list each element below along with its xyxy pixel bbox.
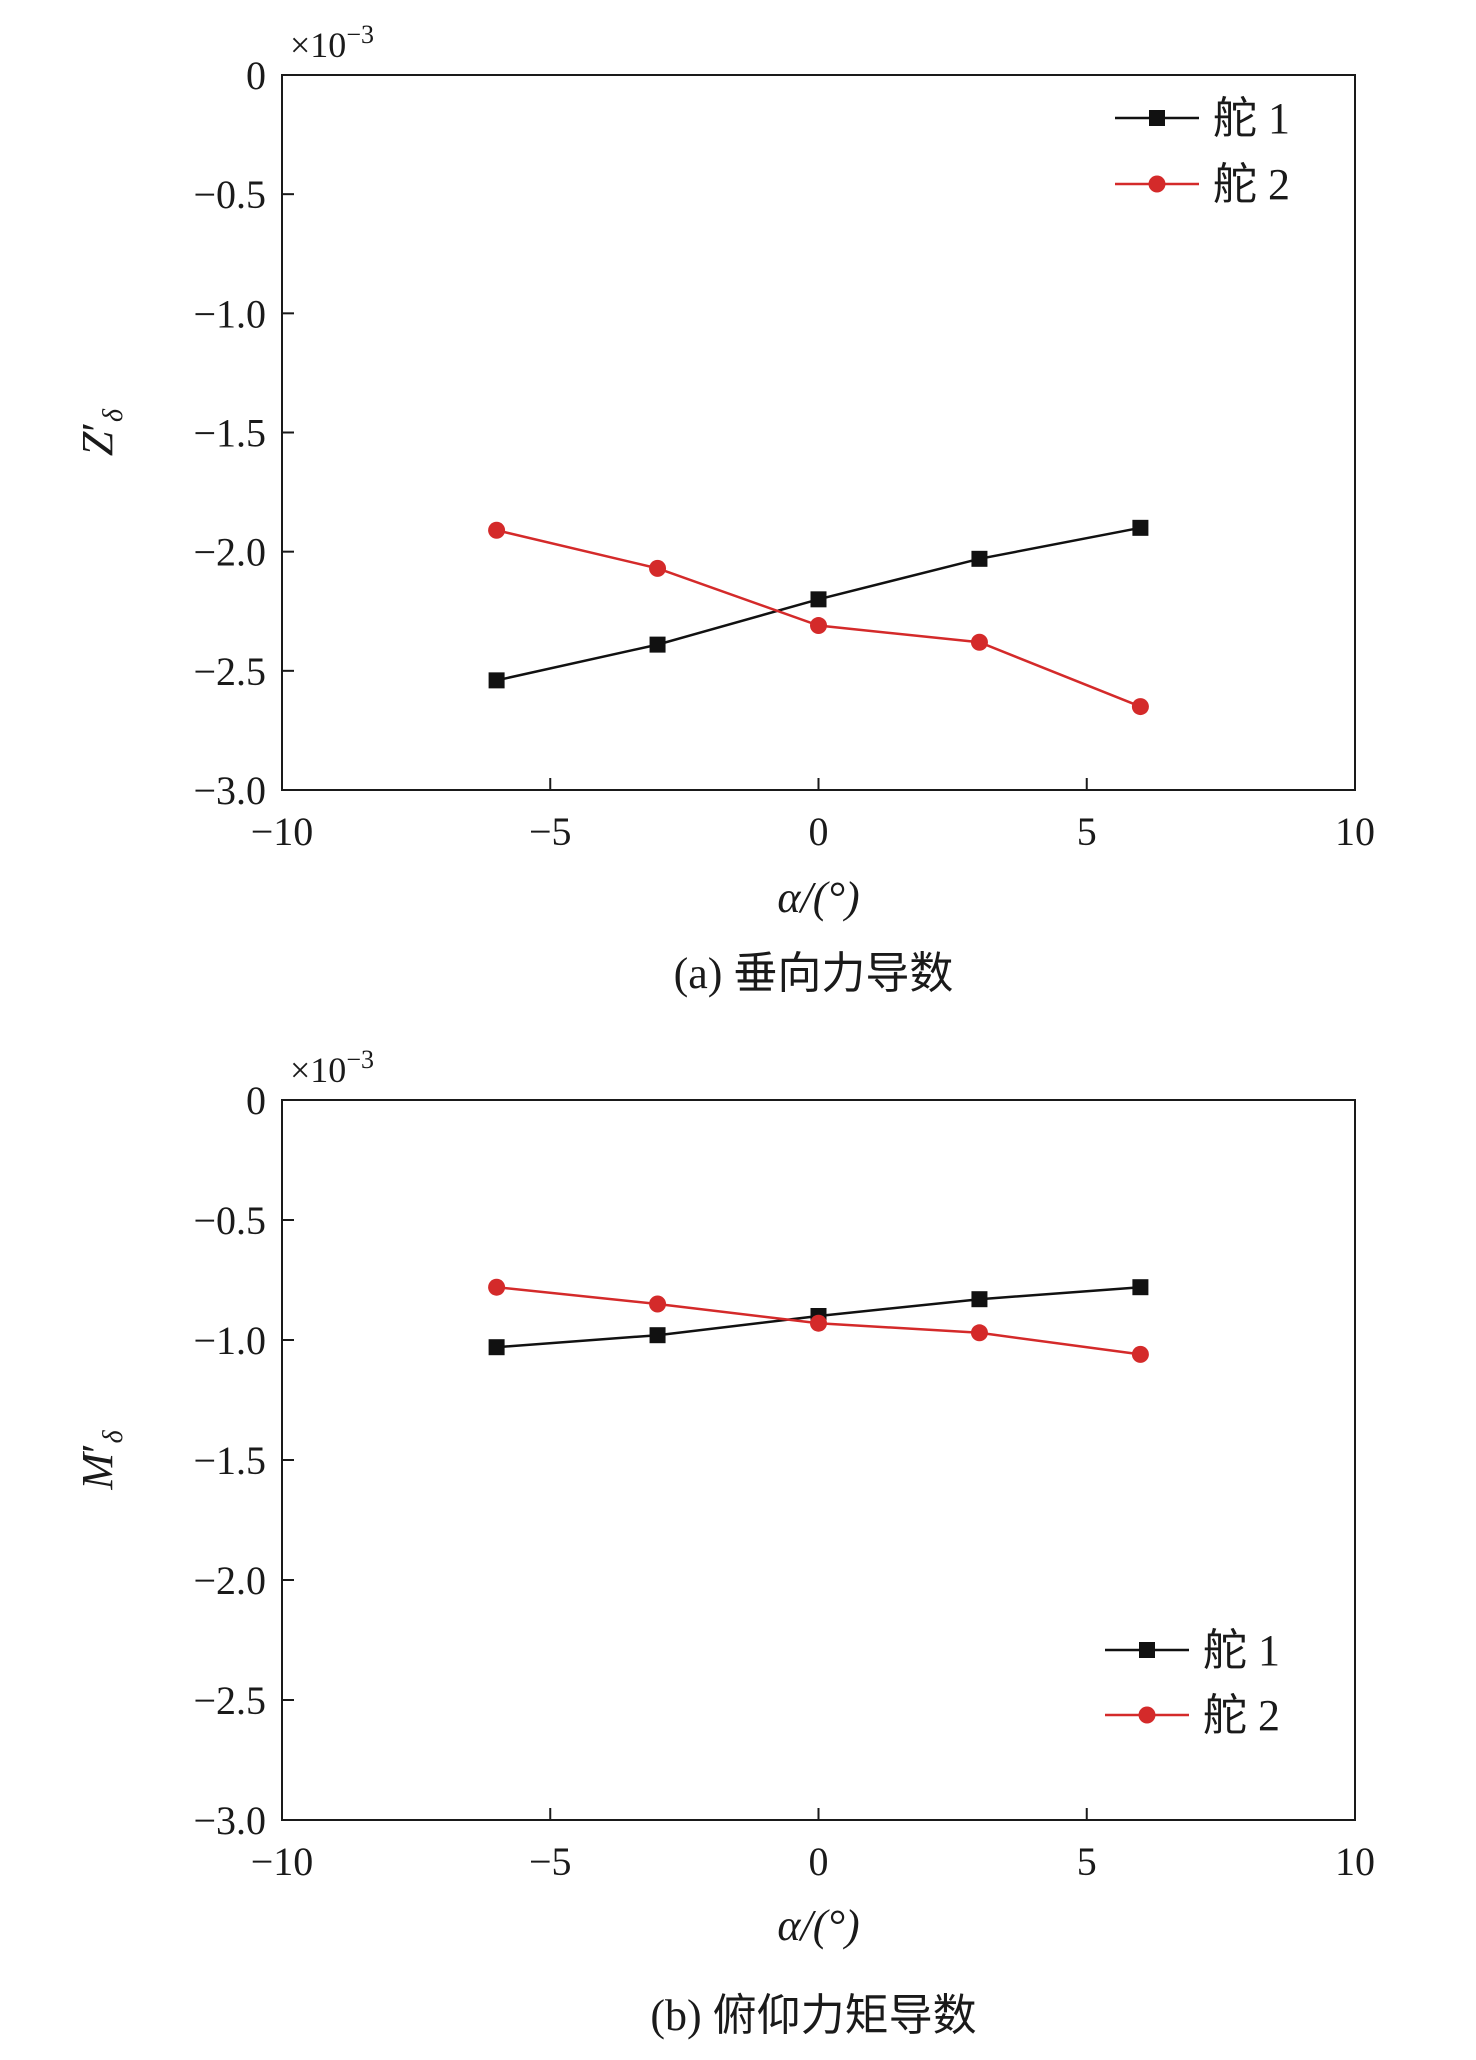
y-tick-label: −3.0 bbox=[193, 1798, 266, 1843]
data-point bbox=[649, 1327, 666, 1344]
x-tick-label: −10 bbox=[251, 809, 314, 854]
legend-label: 舵 2 bbox=[1213, 160, 1290, 209]
y-tick-label: −2.5 bbox=[193, 649, 266, 694]
data-point bbox=[488, 521, 506, 539]
data-point bbox=[649, 559, 667, 577]
figure-caption: (b) 俯仰力矩导数 bbox=[650, 1991, 976, 2040]
x-axis-label: α/(°) bbox=[777, 1901, 859, 1950]
y-tick-label: −1.0 bbox=[193, 291, 266, 336]
y-tick-label: −3.0 bbox=[193, 768, 266, 813]
data-point bbox=[1131, 698, 1149, 716]
data-point bbox=[488, 1339, 505, 1356]
y-tick-label: 0 bbox=[246, 53, 266, 98]
x-axis-label: α/(°) bbox=[777, 873, 859, 922]
x-tick-label: 10 bbox=[1335, 1839, 1375, 1884]
legend-label: 舵 1 bbox=[1203, 1626, 1280, 1675]
y-tick-label: −1.5 bbox=[193, 1438, 266, 1483]
axis-multiplier: ×10−3 bbox=[290, 1045, 374, 1090]
data-point bbox=[810, 591, 827, 608]
data-point bbox=[970, 1324, 988, 1342]
legend-marker bbox=[1149, 110, 1165, 126]
data-point bbox=[971, 550, 988, 567]
y-tick-label: −2.5 bbox=[193, 1678, 266, 1723]
chart-panel-a: −10 −5 0 5 10 0 −0.5 −1.0 −1.5 −2.0 −2.5 −3.0 ×10−3 α… bbox=[73, 20, 1375, 998]
data-point bbox=[488, 1278, 506, 1296]
x-tick-label: 0 bbox=[809, 809, 829, 854]
plot-frame bbox=[281, 74, 1356, 791]
data-point bbox=[1131, 1345, 1149, 1363]
y-axis-label: Z′δ bbox=[73, 408, 129, 456]
figure-caption: (a) 垂向力导数 bbox=[674, 949, 954, 998]
plot-frame bbox=[281, 1099, 1356, 1821]
data-point bbox=[970, 633, 988, 651]
data-point bbox=[810, 1314, 827, 1332]
legend-label: 舵 2 bbox=[1203, 1691, 1280, 1740]
data-point bbox=[810, 617, 827, 635]
x-tick-label: 0 bbox=[809, 1839, 829, 1884]
data-point bbox=[488, 672, 505, 689]
y-tick-label: −1.5 bbox=[193, 411, 266, 456]
x-tick-label: −10 bbox=[251, 1839, 314, 1884]
x-tick-label: 5 bbox=[1077, 809, 1097, 854]
data-point bbox=[649, 636, 666, 653]
y-tick-label: −2.0 bbox=[193, 1558, 266, 1603]
legend-marker bbox=[1138, 1706, 1156, 1724]
y-tick-label: −1.0 bbox=[193, 1318, 266, 1363]
data-point bbox=[971, 1291, 988, 1308]
data-point bbox=[649, 1295, 667, 1313]
y-tick-label: −0.5 bbox=[193, 172, 266, 217]
x-tick-label: −5 bbox=[529, 1839, 572, 1884]
legend-label: 舵 1 bbox=[1213, 94, 1290, 143]
data-point bbox=[1132, 1279, 1149, 1296]
data-point bbox=[1132, 519, 1149, 536]
y-tick-label: 0 bbox=[246, 1078, 266, 1123]
x-tick-label: 10 bbox=[1335, 809, 1375, 854]
legend-marker bbox=[1139, 1642, 1155, 1658]
x-tick-label: 5 bbox=[1077, 1839, 1097, 1884]
x-tick-label: −5 bbox=[529, 809, 572, 854]
y-tick-label: −0.5 bbox=[193, 1198, 266, 1243]
legend-marker bbox=[1148, 175, 1166, 193]
chart-panel-b: −10 −5 0 5 10 0 −0.5 −1.0 −1.5 −2.0 −2.5 −3.0 ×10−3 α… bbox=[73, 1045, 1375, 2040]
y-axis-label: M′δ bbox=[73, 1429, 129, 1490]
axis-multiplier: ×10−3 bbox=[290, 20, 374, 65]
y-tick-label: −2.0 bbox=[193, 530, 266, 575]
